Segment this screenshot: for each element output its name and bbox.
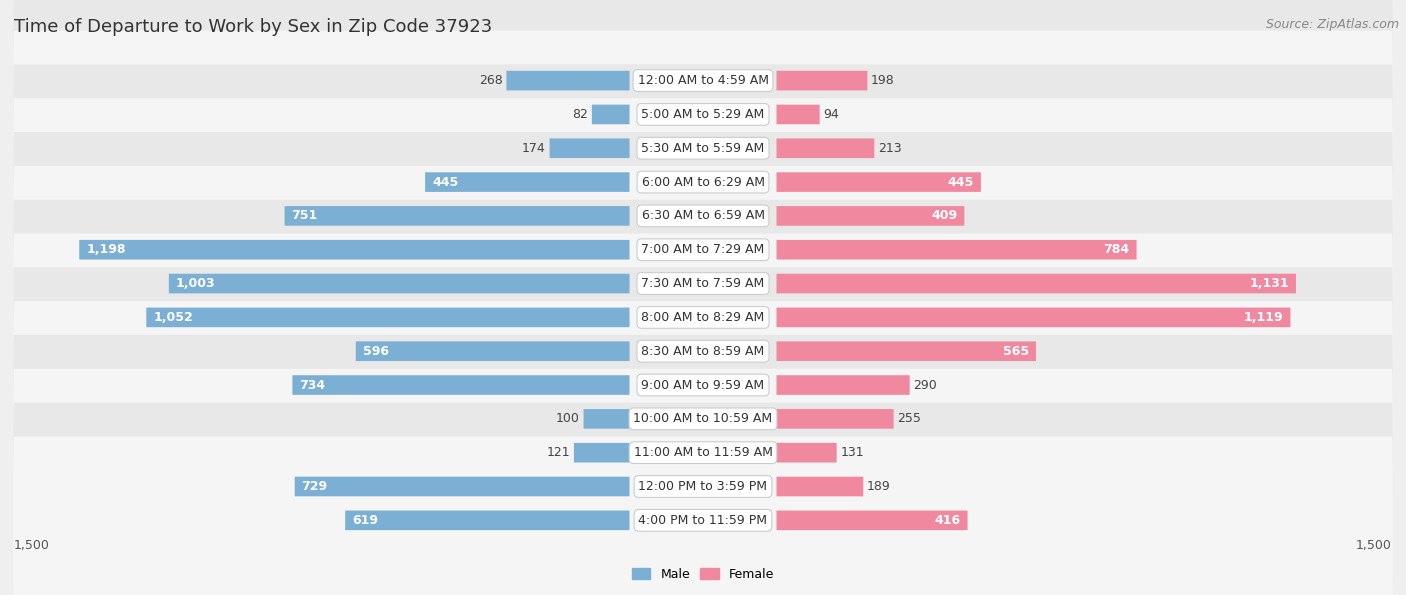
Text: 174: 174	[522, 142, 546, 155]
Text: 565: 565	[1002, 345, 1029, 358]
Text: 121: 121	[547, 446, 571, 459]
Text: 131: 131	[841, 446, 863, 459]
Text: 619: 619	[352, 514, 378, 527]
FancyBboxPatch shape	[13, 132, 1393, 300]
FancyBboxPatch shape	[776, 206, 965, 226]
Text: 734: 734	[299, 378, 325, 392]
FancyBboxPatch shape	[574, 443, 630, 462]
Text: 6:00 AM to 6:29 AM: 6:00 AM to 6:29 AM	[641, 176, 765, 189]
FancyBboxPatch shape	[13, 369, 1393, 537]
Text: 11:00 AM to 11:59 AM: 11:00 AM to 11:59 AM	[634, 446, 772, 459]
Text: 268: 268	[479, 74, 503, 87]
Text: 189: 189	[868, 480, 891, 493]
Text: 409: 409	[931, 209, 957, 223]
Text: 5:30 AM to 5:59 AM: 5:30 AM to 5:59 AM	[641, 142, 765, 155]
FancyBboxPatch shape	[346, 511, 630, 530]
FancyBboxPatch shape	[425, 173, 630, 192]
FancyBboxPatch shape	[13, 301, 1393, 469]
FancyBboxPatch shape	[295, 477, 630, 496]
Text: 94: 94	[824, 108, 839, 121]
Text: 6:30 AM to 6:59 AM: 6:30 AM to 6:59 AM	[641, 209, 765, 223]
Text: 1,500: 1,500	[14, 539, 51, 552]
FancyBboxPatch shape	[13, 233, 1393, 401]
Text: 1,131: 1,131	[1250, 277, 1289, 290]
Text: 82: 82	[572, 108, 588, 121]
Text: 1,052: 1,052	[153, 311, 193, 324]
FancyBboxPatch shape	[776, 71, 868, 90]
Text: 5:00 AM to 5:29 AM: 5:00 AM to 5:29 AM	[641, 108, 765, 121]
FancyBboxPatch shape	[356, 342, 630, 361]
FancyBboxPatch shape	[79, 240, 630, 259]
Text: 8:30 AM to 8:59 AM: 8:30 AM to 8:59 AM	[641, 345, 765, 358]
Text: 9:00 AM to 9:59 AM: 9:00 AM to 9:59 AM	[641, 378, 765, 392]
Text: 784: 784	[1104, 243, 1129, 256]
FancyBboxPatch shape	[13, 64, 1393, 232]
Text: 213: 213	[877, 142, 901, 155]
Text: 416: 416	[935, 514, 960, 527]
Text: 445: 445	[432, 176, 458, 189]
Text: 1,119: 1,119	[1244, 311, 1284, 324]
Text: 445: 445	[948, 176, 974, 189]
FancyBboxPatch shape	[550, 139, 630, 158]
FancyBboxPatch shape	[776, 375, 910, 395]
Text: 8:00 AM to 8:29 AM: 8:00 AM to 8:29 AM	[641, 311, 765, 324]
FancyBboxPatch shape	[13, 403, 1393, 571]
Text: 1,198: 1,198	[86, 243, 125, 256]
FancyBboxPatch shape	[776, 173, 981, 192]
FancyBboxPatch shape	[13, 335, 1393, 503]
FancyBboxPatch shape	[776, 511, 967, 530]
FancyBboxPatch shape	[13, 166, 1393, 334]
Text: 7:00 AM to 7:29 AM: 7:00 AM to 7:29 AM	[641, 243, 765, 256]
FancyBboxPatch shape	[13, 98, 1393, 266]
Text: Source: ZipAtlas.com: Source: ZipAtlas.com	[1265, 18, 1399, 31]
FancyBboxPatch shape	[776, 105, 820, 124]
FancyBboxPatch shape	[776, 240, 1136, 259]
Text: 255: 255	[897, 412, 921, 425]
Text: 12:00 PM to 3:59 PM: 12:00 PM to 3:59 PM	[638, 480, 768, 493]
FancyBboxPatch shape	[13, 200, 1393, 368]
Text: 10:00 AM to 10:59 AM: 10:00 AM to 10:59 AM	[634, 412, 772, 425]
FancyBboxPatch shape	[776, 443, 837, 462]
FancyBboxPatch shape	[13, 437, 1393, 595]
FancyBboxPatch shape	[292, 375, 630, 395]
FancyBboxPatch shape	[776, 139, 875, 158]
FancyBboxPatch shape	[146, 308, 630, 327]
FancyBboxPatch shape	[13, 0, 1393, 164]
FancyBboxPatch shape	[776, 274, 1296, 293]
Text: 1,003: 1,003	[176, 277, 215, 290]
Text: 100: 100	[555, 412, 579, 425]
Legend: Male, Female: Male, Female	[627, 563, 779, 585]
Text: 751: 751	[291, 209, 318, 223]
Text: 12:00 AM to 4:59 AM: 12:00 AM to 4:59 AM	[637, 74, 769, 87]
FancyBboxPatch shape	[13, 30, 1393, 198]
FancyBboxPatch shape	[284, 206, 630, 226]
FancyBboxPatch shape	[776, 342, 1036, 361]
Text: 596: 596	[363, 345, 388, 358]
Text: Time of Departure to Work by Sex in Zip Code 37923: Time of Departure to Work by Sex in Zip …	[14, 18, 492, 36]
FancyBboxPatch shape	[13, 267, 1393, 435]
FancyBboxPatch shape	[592, 105, 630, 124]
Text: 1,500: 1,500	[1355, 539, 1392, 552]
Text: 198: 198	[872, 74, 894, 87]
FancyBboxPatch shape	[776, 409, 894, 428]
FancyBboxPatch shape	[583, 409, 630, 428]
Text: 4:00 PM to 11:59 PM: 4:00 PM to 11:59 PM	[638, 514, 768, 527]
Text: 729: 729	[301, 480, 328, 493]
FancyBboxPatch shape	[776, 477, 863, 496]
FancyBboxPatch shape	[506, 71, 630, 90]
FancyBboxPatch shape	[169, 274, 630, 293]
FancyBboxPatch shape	[776, 308, 1291, 327]
Text: 290: 290	[914, 378, 938, 392]
Text: 7:30 AM to 7:59 AM: 7:30 AM to 7:59 AM	[641, 277, 765, 290]
